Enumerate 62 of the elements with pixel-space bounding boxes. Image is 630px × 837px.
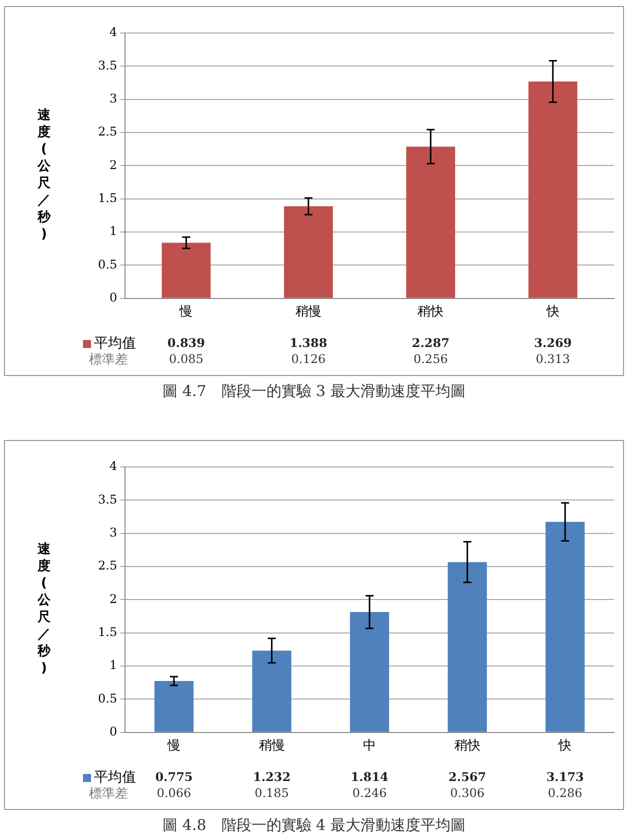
x-tick-label: 快 [558,738,572,754]
legend-label: 平均值 [94,336,136,352]
text: 0.313 [536,352,570,366]
text: 0.256 [413,352,448,366]
text: 0.066 [156,786,192,800]
y-tick-label: 4 [109,459,118,474]
x-tick-label: 稍快 [418,304,444,320]
data-label: 1.232 [252,770,291,784]
x-tick-label: 稍快 [454,738,480,754]
bar [528,82,578,298]
text: 0.246 [352,786,387,800]
bar [284,206,333,298]
legend-label: 平均值 [94,770,136,786]
x-tick-label: 稍慢 [258,738,285,754]
data-label: 0.775 [155,770,193,784]
data-label: 2.567 [448,770,486,784]
data-label: 3.269 [534,336,572,350]
text: 標準差 [89,786,128,802]
y-tick-label: 2.5 [98,558,118,573]
bar [162,242,211,298]
x-tick-label: 慢 [166,738,180,754]
x-tick-label: 慢 [178,304,193,320]
x-tick-label: 中 [363,738,376,754]
y-axis-title: 速度(公尺／秒) [36,107,52,243]
x-tick-label: 快 [545,304,560,320]
y-tick-label: 2.5 [98,124,118,139]
y-tick-label: 1.5 [98,625,118,639]
y-tick-label: 3 [109,525,118,540]
data-label: 3.173 [546,770,584,784]
bar [154,680,194,732]
text: 0.306 [450,786,485,800]
text: 圖 4.7 階段一的實驗 3 最大滑動速度平均圖 [162,382,466,401]
y-tick-label: 0.5 [98,257,118,272]
y-tick-label: 1.5 [98,191,118,205]
bar [448,562,487,732]
data-label: 1.814 [350,770,388,784]
y-tick-label: 1 [109,658,118,672]
y-tick-label: 1 [109,224,118,238]
y-axis-title: 速度(公尺／秒) [36,541,52,677]
y-tick-label: 3.5 [98,492,118,506]
y-tick-label: 3 [109,91,118,106]
y-tick-label: 4 [109,25,118,40]
text: 0.286 [548,786,582,800]
y-tick-label: 0 [109,724,118,739]
text: 0.085 [169,352,204,366]
data-label: 0.839 [167,336,205,350]
y-tick-label: 0 [109,290,118,305]
text: 0.185 [254,786,289,800]
x-tick-label: 稍慢 [295,304,322,320]
bar [252,650,292,732]
text: 圖 4.8 階段一的實驗 4 最大滑動速度平均圖 [162,816,466,835]
text: 標準差 [89,352,128,368]
y-tick-label: 2 [109,592,118,606]
data-label: 2.287 [412,336,450,350]
bar [406,146,456,298]
bar [350,612,390,732]
y-tick-label: 3.5 [98,58,118,72]
y-tick-label: 2 [109,158,118,172]
y-tick-label: 0.5 [98,691,118,706]
bar [546,522,585,732]
data-label: 1.388 [290,336,328,350]
text: 0.126 [291,352,326,366]
